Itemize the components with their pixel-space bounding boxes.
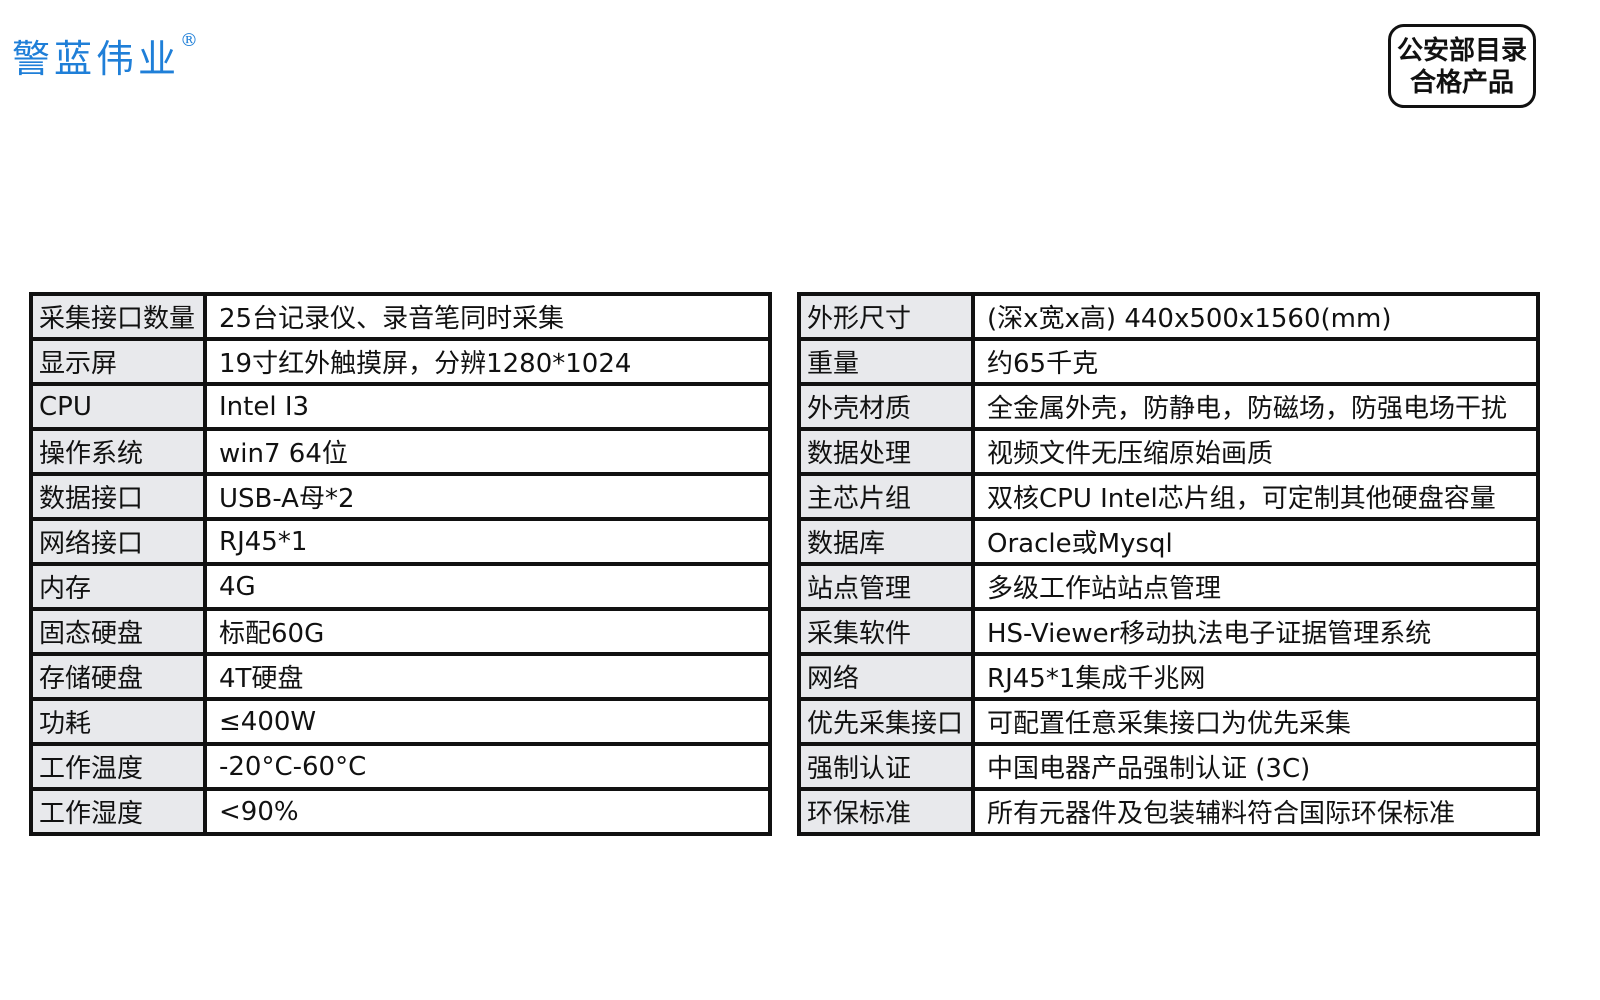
spec-row: 网络接口 RJ45*1: [29, 517, 772, 566]
spec-value: <90%: [203, 787, 772, 836]
spec-label: CPU: [29, 382, 207, 431]
spec-row: 网络 RJ45*1集成千兆网: [797, 652, 1540, 701]
spec-value: 25台记录仪、录音笔同时采集: [203, 292, 772, 341]
spec-label: 功耗: [29, 697, 207, 746]
right-spec-table: 外形尺寸 (深x宽x高) 440x500x1560(mm) 重量 约65千克 外壳材质全…: [797, 292, 1540, 836]
spec-label: 环保标准: [797, 787, 975, 836]
spec-value: RJ45*1集成千兆网: [971, 652, 1540, 701]
spec-value: 中国电器产品强制认证 (3C): [971, 742, 1540, 791]
left-spec-table: 采集接口数量 25台记录仪、录音笔同时采集 显示屏 19寸红外触摸屏，分辨1280*1…: [29, 292, 772, 836]
spec-row: 数据处理 视频文件无压缩原始画质: [797, 427, 1540, 476]
spec-label: 重量: [797, 337, 975, 386]
spec-label: 固态硬盘: [29, 607, 207, 656]
spec-value: 多级工作站站点管理: [971, 562, 1540, 611]
spec-row: 重量 约65千克: [797, 337, 1540, 386]
spec-row: 数据库 Oracle或Mysql: [797, 517, 1540, 566]
spec-value: USB-A母*2: [203, 472, 772, 521]
spec-row: 外壳材质 全金属外壳，防静电，防磁场，防强电场干扰: [797, 382, 1540, 431]
spec-row: 环保标准 所有元器件及包装辅料符合国际环保标准: [797, 787, 1540, 836]
spec-row: 内存 4G: [29, 562, 772, 611]
spec-value: 全金属外壳，防静电，防磁场，防强电场干扰: [971, 382, 1540, 431]
brand-logo: 警蓝伟业®: [12, 28, 198, 83]
spec-label: 站点管理: [797, 562, 975, 611]
spec-label: 外壳材质: [797, 382, 975, 431]
spec-value: 所有元器件及包装辅料符合国际环保标准: [971, 787, 1540, 836]
spec-row: 存储硬盘 4T硬盘: [29, 652, 772, 701]
spec-value: 约65千克: [971, 337, 1540, 386]
spec-label: 数据处理: [797, 427, 975, 476]
spec-value: HS-Viewer移动执法电子证据管理系统: [971, 607, 1540, 656]
registered-mark: ®: [180, 30, 199, 52]
spec-row: 工作湿度 <90%: [29, 787, 772, 836]
spec-label: 工作温度: [29, 742, 207, 791]
spec-label: 外形尺寸: [797, 292, 975, 341]
spec-label: 强制认证: [797, 742, 975, 791]
spec-row: 工作温度 -20°C-60°C: [29, 742, 772, 791]
spec-label: 采集软件: [797, 607, 975, 656]
spec-value: 双核CPU Intel芯片组，可定制其他硬盘容量: [971, 472, 1540, 521]
spec-label: 网络: [797, 652, 975, 701]
badge-line-2: 合格产品: [1409, 68, 1514, 98]
spec-row: 显示屏 19寸红外触摸屏，分辨1280*1024: [29, 337, 772, 386]
spec-label: 操作系统: [29, 427, 207, 476]
spec-value: 4G: [203, 562, 772, 611]
spec-label: 数据库: [797, 517, 975, 566]
spec-label: 网络接口: [29, 517, 207, 566]
spec-row: 外形尺寸 (深x宽x高) 440x500x1560(mm): [797, 292, 1540, 341]
spec-value: win7 64位: [203, 427, 772, 476]
spec-value: ≤400W: [203, 697, 772, 746]
spec-value: 视频文件无压缩原始画质: [971, 427, 1540, 476]
spec-label: 数据接口: [29, 472, 207, 521]
spec-row: 功耗 ≤400W: [29, 697, 772, 746]
spec-label: 存储硬盘: [29, 652, 207, 701]
spec-row: 采集软件 HS-Viewer移动执法电子证据管理系统: [797, 607, 1540, 656]
spec-label: 主芯片组: [797, 472, 975, 521]
spec-value: Intel I3: [203, 382, 772, 431]
badge-line-1: 公安部目录: [1396, 36, 1527, 66]
spec-value: 可配置任意采集接口为优先采集: [971, 697, 1540, 746]
spec-value: -20°C-60°C: [203, 742, 772, 791]
spec-row: 站点管理 多级工作站站点管理: [797, 562, 1540, 611]
spec-label: 工作湿度: [29, 787, 207, 836]
spec-value: 19寸红外触摸屏，分辨1280*1024: [203, 337, 772, 386]
spec-row: 优先采集接口 可配置任意采集接口为优先采集: [797, 697, 1540, 746]
spec-value: 标配60G: [203, 607, 772, 656]
spec-row: 数据接口 USB-A母*2: [29, 472, 772, 521]
certification-badge: 公安部目录 合格产品: [1388, 24, 1536, 108]
spec-row: 操作系统 win7 64位: [29, 427, 772, 476]
spec-row: 固态硬盘 标配60G: [29, 607, 772, 656]
spec-row: 采集接口数量 25台记录仪、录音笔同时采集: [29, 292, 772, 341]
logo-text: 警蓝伟业: [12, 37, 181, 81]
spec-value: Oracle或Mysql: [971, 517, 1540, 566]
spec-row: 强制认证 中国电器产品强制认证 (3C): [797, 742, 1540, 791]
spec-value: 4T硬盘: [203, 652, 772, 701]
spec-label: 优先采集接口: [797, 697, 975, 746]
spec-label: 显示屏: [29, 337, 207, 386]
spec-label: 内存: [29, 562, 207, 611]
spec-label: 采集接口数量: [29, 292, 207, 341]
spec-value: RJ45*1: [203, 517, 772, 566]
spec-value: (深x宽x高) 440x500x1560(mm): [971, 292, 1540, 341]
spec-row: CPU Intel I3: [29, 382, 772, 431]
spec-row: 主芯片组 双核CPU Intel芯片组，可定制其他硬盘容量: [797, 472, 1540, 521]
